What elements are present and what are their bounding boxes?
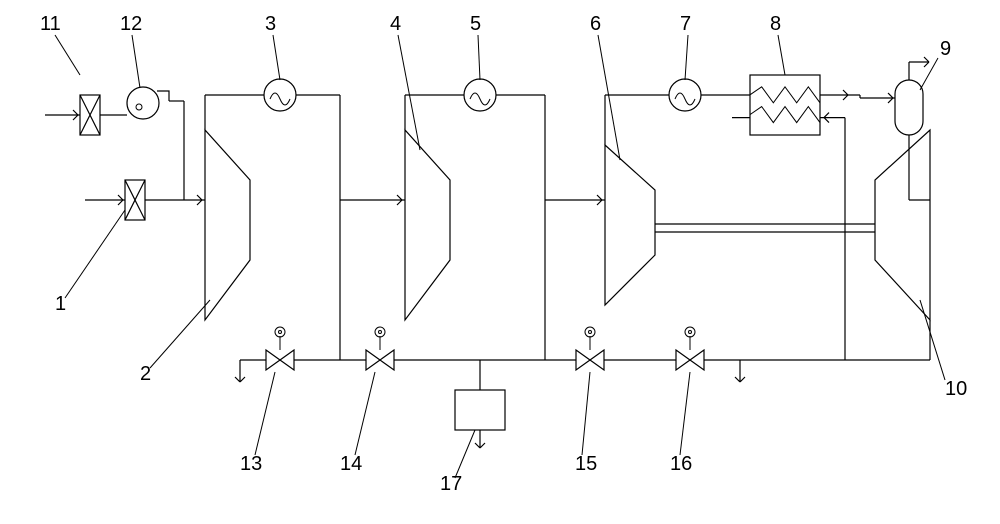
label-1: 1 — [55, 293, 66, 315]
label-4: 4 — [390, 13, 401, 35]
schematic: 1112345678912101314171516 — [0, 0, 1000, 524]
label-9: 9 — [940, 38, 951, 60]
label-17: 17 — [440, 473, 462, 495]
label-3: 3 — [265, 13, 276, 35]
label-2: 2 — [140, 363, 151, 385]
label-12: 12 — [120, 13, 142, 35]
label-10: 10 — [945, 378, 967, 400]
label-8: 8 — [770, 13, 781, 35]
label-5: 5 — [470, 13, 481, 35]
label-15: 15 — [575, 453, 597, 475]
label-14: 14 — [340, 453, 362, 475]
label-11: 11 — [40, 13, 61, 35]
label-6: 6 — [590, 13, 601, 35]
label-13: 13 — [240, 453, 262, 475]
label-16: 16 — [670, 453, 692, 475]
label-7: 7 — [680, 13, 691, 35]
